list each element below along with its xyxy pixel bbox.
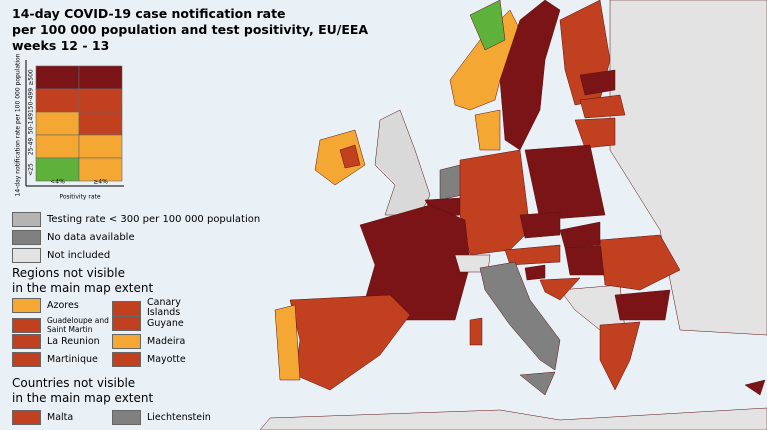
swatch [112, 410, 141, 425]
row-label: 50-149 [28, 113, 35, 134]
matrix-cell [78, 157, 123, 182]
region [479, 261, 561, 371]
country-item: Liechtenstein [112, 410, 211, 425]
column-label: <4% [50, 179, 65, 186]
region-item: La Reunion [12, 334, 109, 349]
legend-label: Testing rate < 300 per 100 000 populatio… [47, 214, 261, 225]
region-label: La Reunion [47, 335, 100, 347]
region-label: Madeira [147, 335, 186, 347]
country-label: Malta [47, 411, 74, 423]
title: 14-day COVID-19 case notification rate [12, 6, 286, 21]
region [599, 234, 681, 291]
region-label: Guadeloupe and Saint Martin [47, 316, 109, 334]
legend-item: Testing rate < 300 per 100 000 populatio… [12, 212, 260, 227]
column-label: ≥4% [93, 179, 108, 186]
y-axis-label: 14-day notification rate per 100 000 pop… [15, 53, 22, 196]
matrix-cell [35, 88, 80, 113]
region [599, 321, 641, 391]
title: weeks 12 - 13 [12, 38, 110, 53]
region-label: Azores [47, 299, 79, 311]
region [474, 109, 501, 151]
region-item: Madeira [112, 334, 209, 349]
row-label: <25 [28, 163, 35, 176]
swatch [112, 300, 141, 316]
legend-label: No data available [47, 232, 135, 243]
swatch [12, 230, 41, 245]
matrix: 14-day notification rate per 100 000 pop… [15, 53, 124, 201]
matrix-cell [35, 134, 80, 159]
region [519, 211, 561, 239]
legend-label: Not included [47, 250, 111, 261]
legend-item: No data available [12, 230, 135, 245]
row-label: 150-499 [28, 88, 35, 113]
region-item: Guadeloupe and Saint Martin [12, 316, 109, 334]
title: per 100 000 population and test positivi… [12, 22, 369, 37]
region [504, 244, 561, 266]
country-item: Malta [12, 410, 109, 425]
region [524, 144, 606, 221]
x-axis-label: Positivity rate [59, 194, 100, 201]
region [469, 317, 483, 346]
country-label: Liechtenstein [147, 411, 211, 423]
matrix-cell [78, 88, 123, 113]
region-item: Mayotte [112, 352, 209, 367]
swatch [112, 352, 141, 367]
land [374, 109, 431, 216]
region [579, 94, 626, 119]
region [359, 204, 471, 321]
region [274, 304, 301, 381]
matrix-cell [35, 65, 80, 90]
region-label: Guyane [147, 317, 184, 329]
region [439, 164, 463, 201]
region-item: Martinique [12, 352, 109, 367]
row-label: ≥500 [28, 69, 35, 86]
swatch [112, 334, 141, 349]
section-title: in the main map extent [12, 391, 154, 405]
matrix-cell [78, 65, 123, 90]
matrix-cell [78, 111, 123, 136]
region [469, 0, 506, 51]
region [289, 294, 411, 391]
region [744, 379, 766, 396]
region-item: Azores [12, 298, 109, 313]
land [559, 284, 626, 331]
section-title: in the main map extent [12, 281, 154, 295]
swatch [12, 352, 41, 367]
region [499, 0, 561, 151]
region [339, 144, 361, 169]
region [524, 264, 546, 281]
matrix-cell [78, 134, 123, 159]
land [259, 407, 767, 430]
legend-item: Not included [12, 248, 110, 263]
region [559, 221, 601, 249]
row-label: 25-49 [28, 138, 35, 156]
region [574, 117, 616, 149]
region [539, 277, 581, 301]
region-item: Guyane [112, 316, 209, 331]
swatch [112, 316, 141, 331]
section-title: Regions not visible [12, 266, 125, 280]
swatch [12, 298, 41, 313]
region [579, 69, 616, 96]
region-label: Canary Islands [147, 297, 181, 318]
region [314, 129, 366, 186]
section-title: Countries not visible [12, 376, 136, 390]
region-item: Canary Islands [112, 298, 209, 318]
region [459, 149, 531, 256]
swatch [12, 334, 41, 349]
swatch [12, 317, 41, 333]
land [609, 0, 767, 336]
region-label: Martinique [47, 353, 98, 365]
region [614, 289, 671, 321]
matrix-cell [35, 111, 80, 136]
swatch [12, 410, 41, 425]
region [519, 371, 556, 396]
swatch [12, 212, 41, 227]
region-label: Mayotte [147, 353, 186, 365]
swatch [12, 248, 41, 263]
